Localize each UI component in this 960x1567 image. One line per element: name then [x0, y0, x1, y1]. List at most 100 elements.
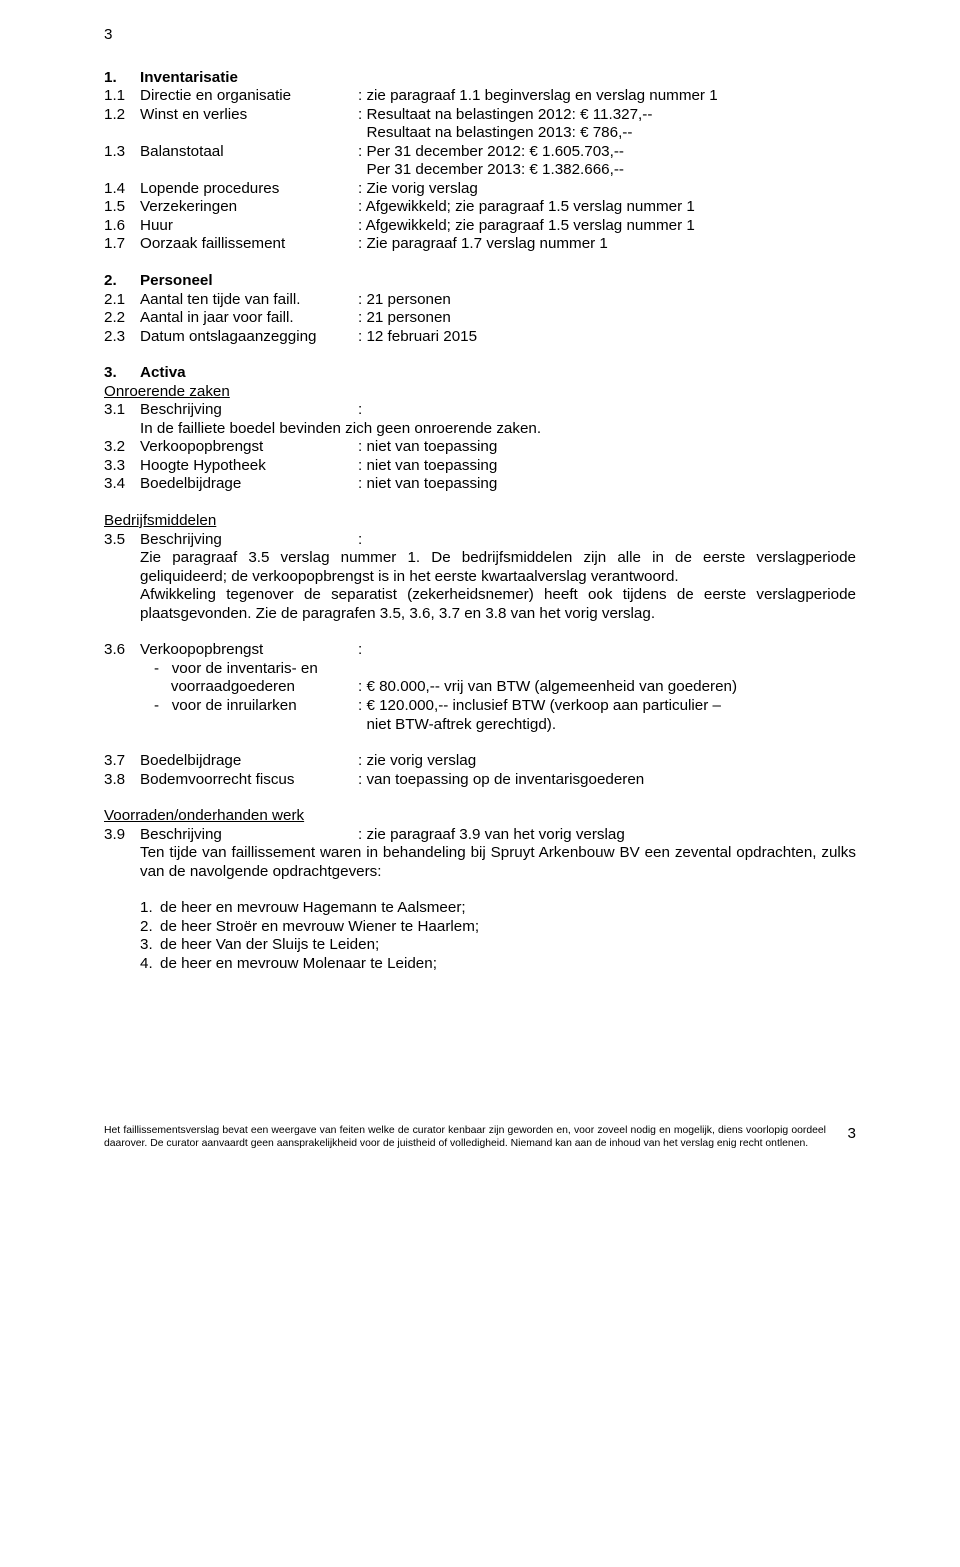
row-1-2: 1.2 Winst en verlies : Resultaat na bela… [104, 106, 856, 125]
item-value: : niet van toepassing [358, 475, 856, 494]
item-label: Oorzaak faillissement [140, 235, 358, 254]
item-text: Ten tijde van faillissement waren in beh… [140, 844, 856, 881]
row-2-3: 2.3 Datum ontslagaanzegging : 12 februar… [104, 328, 856, 347]
subheading-label: Voorraden/onderhanden werk [104, 807, 304, 826]
item-number: 3.9 [104, 826, 140, 845]
list-text: de heer Stroër en mevrouw Wiener te Haar… [160, 918, 479, 937]
row-1-3: 1.3 Balanstotaal : Per 31 december 2012:… [104, 143, 856, 162]
item-value: : niet van toepassing [358, 438, 856, 457]
row-1-4: 1.4 Lopende procedures : Zie vorig versl… [104, 180, 856, 199]
item-value: : Zie paragraaf 1.7 verslag nummer 1 [358, 235, 856, 254]
item-label: Hoogte Hypotheek [140, 457, 358, 476]
item-label: Bodemvoorrecht fiscus [140, 771, 358, 790]
list-number: 2. [140, 918, 160, 937]
item-value: niet BTW-aftrek gerechtigd). [358, 716, 856, 735]
row-3-9-text: Ten tijde van faillissement waren in beh… [104, 844, 856, 881]
row-3-5-text2: Afwikkeling tegenover de separatist (zek… [104, 586, 856, 623]
list-text: de heer en mevrouw Molenaar te Leiden; [160, 955, 437, 974]
item-number: 3.1 [104, 401, 140, 420]
item-number: 3.7 [104, 752, 140, 771]
item-label: Aantal ten tijde van faill. [140, 291, 358, 310]
item-number: 1.4 [104, 180, 140, 199]
item-value: : € 80.000,-- vrij van BTW (algemeenheid… [358, 678, 856, 697]
document-page: 3 1. Inventarisatie 1.1 Directie en orga… [0, 0, 960, 1124]
row-1-3b: Per 31 december 2013: € 1.382.666,-- [104, 161, 856, 180]
item-label: Beschrijving [140, 826, 358, 845]
item-text: In de failliete boedel bevinden zich gee… [140, 420, 856, 439]
opdrachtgevers-list: 1.de heer en mevrouw Hagemann te Aalsmee… [104, 899, 856, 973]
row-3-9: 3.9 Beschrijving : zie paragraaf 3.9 van… [104, 826, 856, 845]
item-text: Afwikkeling tegenover de separatist (zek… [140, 586, 856, 623]
row-3-7: 3.7 Boedelbijdrage : zie vorig verslag [104, 752, 856, 771]
item-label: voorraadgoederen [140, 678, 358, 697]
item-number: 1.5 [104, 198, 140, 217]
item-label: Verzekeringen [140, 198, 358, 217]
item-number: 3.8 [104, 771, 140, 790]
item-number: 1.3 [104, 143, 140, 162]
item-number: 1.6 [104, 217, 140, 236]
item-value: : van toepassing op de inventarisgoedere… [358, 771, 856, 790]
list-item: 4.de heer en mevrouw Molenaar te Leiden; [140, 955, 856, 974]
list-text: de heer en mevrouw Hagemann te Aalsmeer; [160, 899, 466, 918]
row-3-1-text: In de failliete boedel bevinden zich gee… [104, 420, 856, 439]
item-label: Lopende procedures [140, 180, 358, 199]
item-value: : € 120.000,-- inclusief BTW (verkoop aa… [358, 697, 856, 716]
row-3-6: 3.6 Verkoopopbrengst : [104, 641, 856, 660]
item-value: : Zie vorig verslag [358, 180, 856, 199]
subheading-label: Onroerende zaken [104, 383, 230, 402]
item-text: Zie paragraaf 3.5 verslag nummer 1. De b… [140, 549, 856, 586]
item-value: Resultaat na belastingen 2013: € 786,-- [358, 124, 856, 143]
item-label: Huur [140, 217, 358, 236]
item-value: : [358, 531, 856, 550]
item-number: 3.3 [104, 457, 140, 476]
page-footer: Het faillissementsverslag bevat een weer… [0, 1124, 960, 1170]
item-label: Boedelbijdrage [140, 752, 358, 771]
item-value: : zie paragraaf 1.1 beginverslag en vers… [358, 87, 856, 106]
list-number: 4. [140, 955, 160, 974]
section-number: 2. [104, 272, 140, 291]
subheading-bedrijfsmiddelen: Bedrijfsmiddelen [104, 512, 856, 531]
row-2-1: 2.1 Aantal ten tijde van faill. : 21 per… [104, 291, 856, 310]
item-value: : [358, 401, 856, 420]
item-value: : 21 personen [358, 309, 856, 328]
list-text: de heer Van der Sluijs te Leiden; [160, 936, 379, 955]
section-title: Activa [140, 364, 358, 383]
section-3-header: 3. Activa [104, 364, 856, 383]
item-number: 1.1 [104, 87, 140, 106]
page-number-bottom: 3 [826, 1124, 856, 1150]
item-label: Verkoopopbrengst [140, 641, 358, 660]
item-label: - voor de inventaris- en [140, 660, 358, 679]
item-number: 2.1 [104, 291, 140, 310]
item-value: : Afgewikkeld; zie paragraaf 1.5 verslag… [358, 217, 856, 236]
section-title: Inventarisatie [140, 69, 358, 88]
row-1-5: 1.5 Verzekeringen : Afgewikkeld; zie par… [104, 198, 856, 217]
item-label: Balanstotaal [140, 143, 358, 162]
item-value: : niet van toepassing [358, 457, 856, 476]
item-number: 3.2 [104, 438, 140, 457]
item-label: Directie en organisatie [140, 87, 358, 106]
section-2-header: 2. Personeel [104, 272, 856, 291]
section-number: 3. [104, 364, 140, 383]
item-label: Winst en verlies [140, 106, 358, 125]
section-title: Personeel [140, 272, 358, 291]
item-number: 3.5 [104, 531, 140, 550]
item-number: 1.7 [104, 235, 140, 254]
row-3-4: 3.4 Boedelbijdrage : niet van toepassing [104, 475, 856, 494]
item-number: 2.3 [104, 328, 140, 347]
row-3-5-text: Zie paragraaf 3.5 verslag nummer 1. De b… [104, 549, 856, 586]
item-value: : [358, 641, 856, 660]
row-3-5: 3.5 Beschrijving : [104, 531, 856, 550]
item-label: Aantal in jaar voor faill. [140, 309, 358, 328]
item-number: 2.2 [104, 309, 140, 328]
row-1-1: 1.1 Directie en organisatie : zie paragr… [104, 87, 856, 106]
list-item: 1.de heer en mevrouw Hagemann te Aalsmee… [140, 899, 856, 918]
item-value: : Resultaat na belastingen 2012: € 11.32… [358, 106, 856, 125]
page-number-top: 3 [104, 26, 856, 45]
row-3-6b2: niet BTW-aftrek gerechtigd). [104, 716, 856, 735]
item-label: Beschrijving [140, 531, 358, 550]
row-2-2: 2.2 Aantal in jaar voor faill. : 21 pers… [104, 309, 856, 328]
item-label: Beschrijving [140, 401, 358, 420]
list-item: 3.de heer Van der Sluijs te Leiden; [140, 936, 856, 955]
list-item: 2.de heer Stroër en mevrouw Wiener te Ha… [140, 918, 856, 937]
list-number: 1. [140, 899, 160, 918]
